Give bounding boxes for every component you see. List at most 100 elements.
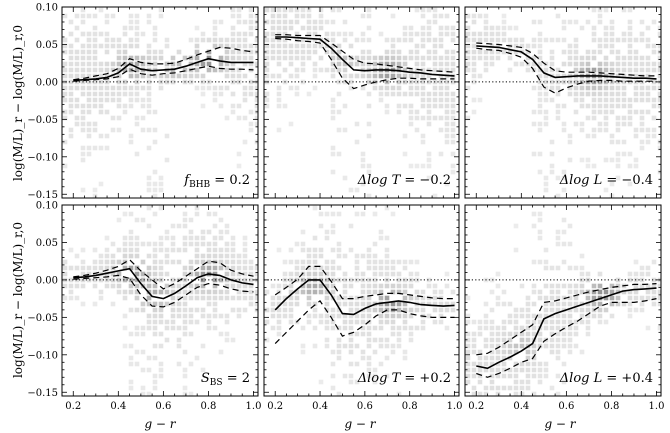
scatter-cell: [396, 49, 402, 55]
scatter-cell: [501, 37, 507, 43]
scatter-cell: [432, 97, 438, 103]
scatter-cell: [80, 127, 86, 133]
scatter-cell: [122, 31, 128, 37]
scatter-cell: [134, 235, 140, 241]
scatter-cell: [537, 379, 543, 385]
scatter-cell: [543, 265, 549, 271]
scatter-cell: [555, 193, 561, 198]
scatter-cell: [402, 55, 408, 61]
scatter-cell: [489, 367, 495, 373]
scatter-cell: [140, 325, 146, 331]
scatter-cell: [531, 43, 537, 49]
scatter-cell: [408, 25, 414, 31]
scatter-cell: [525, 67, 531, 73]
scatter-cell: [242, 19, 248, 25]
scatter-cell: [170, 277, 176, 283]
scatter-cell: [128, 343, 134, 349]
scatter-cell: [657, 91, 661, 97]
scatter-cell: [62, 37, 68, 43]
scatter-cell: [573, 19, 579, 25]
scatter-cell: [164, 37, 170, 43]
scatter-cell: [242, 43, 248, 49]
scatter-cell: [609, 157, 615, 163]
scatter-cell: [531, 349, 537, 355]
scatter-cell: [182, 295, 188, 301]
scatter-cell: [555, 337, 561, 343]
scatter-cell: [360, 49, 366, 55]
scatter-cell: [170, 73, 176, 79]
scatter-cell: [336, 211, 342, 217]
scatter-cell: [122, 313, 128, 319]
scatter-cell: [336, 241, 342, 247]
scatter-cell: [342, 79, 348, 85]
panel-frame: [61, 6, 259, 199]
scatter-cell: [152, 289, 158, 295]
scatter-cell: [420, 67, 426, 73]
scatter-cell: [531, 85, 537, 91]
scatter-cell: [164, 253, 170, 259]
scatter-cell: [236, 13, 242, 19]
scatter-cell: [140, 217, 146, 223]
scatter-cell: [573, 97, 579, 103]
scatter-cell: [188, 361, 194, 367]
scatter-cell: [122, 211, 128, 217]
annotation-value: = 2: [223, 371, 250, 386]
scatter-cell: [549, 319, 555, 325]
scatter-cell: [270, 301, 276, 307]
scatter-cell: [366, 73, 372, 79]
scatter-cell: [270, 37, 276, 43]
scatter-cell: [122, 235, 128, 241]
scatter-cell: [396, 85, 402, 91]
scatter-cell: [555, 109, 561, 115]
scatter-cell: [591, 127, 597, 133]
scatter-cell: [218, 235, 224, 241]
scatter-cell: [549, 163, 555, 169]
scatter-cell: [483, 19, 489, 25]
scatter-cell: [342, 289, 348, 295]
scatter-cell: [537, 55, 543, 61]
scatter-cell: [645, 289, 651, 295]
scatter-cell: [408, 283, 414, 289]
scatter-cell: [276, 85, 282, 91]
scatter-cell: [224, 73, 230, 79]
scatter-cell: [651, 97, 657, 103]
scatter-cell: [378, 229, 384, 235]
annotation-subscript: BHB: [189, 180, 210, 190]
scatter-cell: [372, 379, 378, 385]
scatter-cell: [230, 295, 236, 301]
scatter-cell: [366, 337, 372, 343]
scatter-cell: [477, 73, 483, 79]
scatter-cell: [471, 79, 477, 85]
scatter-cell: [354, 253, 360, 259]
scatter-cell: [264, 49, 270, 55]
scatter-cell: [366, 193, 372, 198]
scatter-cell: [324, 265, 330, 271]
scatter-cell: [146, 181, 152, 187]
scatter-cell: [342, 61, 348, 67]
scatter-cell: [519, 307, 525, 313]
scatter-cell: [134, 295, 140, 301]
scatter-cell: [68, 91, 74, 97]
scatter-cell: [68, 289, 74, 295]
scatter-cell: [414, 85, 420, 91]
scatter-cell: [567, 289, 573, 295]
scatter-cell: [426, 91, 432, 97]
scatter-cell: [62, 85, 68, 91]
scatter-cell: [330, 223, 336, 229]
scatter-cell: [236, 67, 242, 73]
scatter-cell: [477, 391, 483, 396]
scatter-cell: [104, 97, 110, 103]
scatter-cell: [74, 253, 80, 259]
scatter-cell: [507, 343, 513, 349]
scatter-cell: [242, 289, 248, 295]
scatter-cell: [62, 271, 68, 277]
scatter-cell: [318, 247, 324, 253]
scatter-cell: [134, 43, 140, 49]
scatter-cell: [549, 55, 555, 61]
scatter-cell: [218, 259, 224, 265]
scatter-cell: [92, 187, 98, 193]
scatter-cell: [627, 151, 633, 157]
scatter-cell: [627, 73, 633, 79]
scatter-cell: [312, 307, 318, 313]
scatter-cell: [68, 295, 74, 301]
